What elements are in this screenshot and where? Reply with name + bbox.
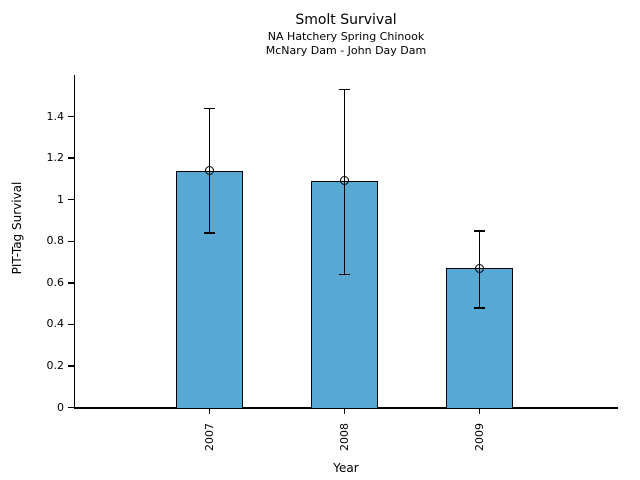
y-tick	[67, 198, 74, 201]
y-tick	[67, 157, 74, 159]
x-tick	[478, 407, 481, 414]
y-tick	[67, 240, 74, 242]
chart-title: Smolt Survival	[295, 12, 397, 28]
y-tick	[67, 323, 74, 326]
x-tick	[208, 407, 211, 414]
x-axis-label: Year	[333, 461, 359, 475]
x-tick-label: 2008	[337, 423, 351, 451]
error-bar-cap-top	[204, 107, 215, 109]
data-point-marker	[205, 166, 214, 176]
y-tick	[67, 282, 74, 284]
error-bar-cap-top	[474, 230, 485, 232]
x-tick	[343, 407, 346, 414]
y-tick-label: 0	[57, 400, 64, 414]
x-tick-label: 2009	[472, 423, 486, 451]
bar-2008	[311, 180, 378, 409]
data-point-marker	[340, 176, 349, 186]
y-tick-label: 0.4	[46, 317, 65, 331]
y-tick	[67, 365, 74, 367]
error-bar-cap-bottom	[339, 273, 350, 276]
data-point-marker	[475, 263, 484, 273]
y-tick-label: 1.2	[46, 151, 65, 165]
error-bar-cap-bottom	[204, 232, 215, 234]
chart-subtitle-line2: McNary Dam - John Day Dam	[265, 44, 427, 57]
y-tick	[67, 406, 74, 409]
y-tick-label: 0.6	[46, 275, 65, 289]
y-tick	[67, 115, 74, 118]
x-tick-label: 2007	[202, 423, 216, 451]
y-tick-label: 1.4	[46, 109, 65, 123]
error-bar-cap-top	[339, 88, 350, 91]
y-tick-label: 0.2	[46, 358, 65, 372]
error-bar-cap-bottom	[474, 307, 485, 309]
y-axis-spine	[73, 75, 75, 409]
chart-subtitle-line1: NA Hatchery Spring Chinook	[267, 30, 425, 43]
y-tick-label: 1	[57, 192, 64, 206]
y-tick-label: 0.8	[46, 234, 65, 248]
